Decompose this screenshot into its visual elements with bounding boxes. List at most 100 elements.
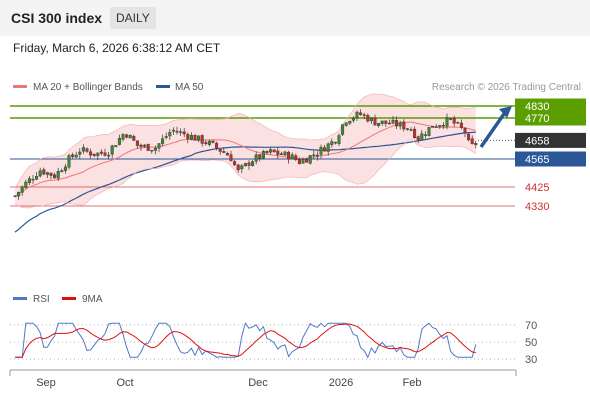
legend-swatch-9ma <box>62 297 76 300</box>
candle <box>13 195 17 198</box>
candle <box>413 126 417 139</box>
candle <box>211 140 215 144</box>
level-tag-4770 <box>515 110 586 126</box>
candle <box>215 141 219 151</box>
rsi-tick-label-30: 30 <box>525 354 537 366</box>
candle <box>197 135 201 143</box>
candle <box>189 132 193 141</box>
candle <box>355 110 359 121</box>
candle <box>110 144 114 158</box>
legend-swatch-ma20 <box>13 85 27 88</box>
rsi-line <box>15 322 477 359</box>
candle <box>405 128 409 131</box>
candle <box>168 128 172 141</box>
candle <box>391 115 395 125</box>
candle <box>78 148 82 159</box>
candle <box>81 144 85 154</box>
x-tick-label-Dec: Dec <box>248 377 268 389</box>
x-axis: Sep Oct Dec 2026 Feb <box>9 369 517 389</box>
candle <box>67 153 71 170</box>
forecast-arrow-head <box>499 106 512 118</box>
candle <box>398 120 402 130</box>
candle <box>459 119 463 130</box>
candle <box>96 152 100 161</box>
chart-credit: Research © 2026 Trading Central <box>432 82 581 93</box>
candle <box>294 153 298 162</box>
candle <box>452 115 456 127</box>
legend-label-ma50: MA 50 <box>175 82 204 93</box>
candle <box>117 134 121 146</box>
candle <box>89 148 93 159</box>
candle <box>416 135 420 144</box>
candle <box>330 138 334 148</box>
candle <box>161 134 165 147</box>
candle <box>31 174 35 184</box>
candle <box>254 151 258 165</box>
candle <box>153 145 157 155</box>
timeframe-badge[interactable]: DAILY <box>110 7 156 29</box>
candle <box>200 134 204 147</box>
x-tick-label-2026: 2026 <box>329 377 353 389</box>
candle <box>63 163 67 174</box>
candle <box>369 116 373 125</box>
candle <box>409 127 413 132</box>
candle <box>402 119 406 132</box>
candle <box>395 116 399 130</box>
candle <box>74 151 78 158</box>
candle <box>20 185 24 196</box>
candle <box>359 109 363 116</box>
candle <box>319 144 323 159</box>
candles-layer <box>13 109 478 200</box>
level-label-4770: 4770 <box>525 113 549 125</box>
candle <box>283 150 287 157</box>
candle <box>427 127 431 137</box>
candle <box>290 152 294 160</box>
candle <box>366 113 370 123</box>
candle <box>128 134 132 139</box>
candle <box>258 153 262 162</box>
candle <box>175 126 179 135</box>
legend-label-ma20: MA 20 + Bollinger Bands <box>33 82 143 93</box>
candle <box>243 162 247 167</box>
candle <box>233 159 237 166</box>
candle <box>308 154 312 165</box>
legend-label-9ma: 9MA <box>82 294 103 305</box>
timestamp: Friday, March 6, 2026 6:38:12 AM CET <box>13 41 221 55</box>
candle <box>301 157 305 164</box>
candle <box>305 157 309 163</box>
candle <box>204 139 208 146</box>
candle <box>38 167 42 178</box>
candle <box>312 150 316 159</box>
rsi-tick-label-50: 50 <box>525 337 537 349</box>
candle <box>182 127 186 138</box>
candle <box>150 149 154 154</box>
x-tick-label-Oct: Oct <box>116 377 133 389</box>
candle <box>326 142 330 156</box>
candle <box>438 124 442 130</box>
candle <box>164 132 168 140</box>
candle <box>380 120 384 126</box>
candle <box>207 139 211 147</box>
level-tag-4658 <box>515 132 586 148</box>
candle <box>315 151 319 161</box>
bollinger-bands-layer <box>15 94 476 208</box>
candle <box>125 133 129 139</box>
candle <box>92 153 96 158</box>
candle <box>297 157 301 165</box>
candle <box>265 150 269 155</box>
rsi-tick-label-70: 70 <box>525 320 537 332</box>
candle <box>53 172 57 179</box>
candle <box>373 114 377 126</box>
candle <box>114 145 118 148</box>
candle <box>229 150 233 162</box>
candle <box>287 150 291 164</box>
candle <box>269 147 273 155</box>
candle <box>423 131 427 139</box>
candle <box>103 148 107 157</box>
legend-swatch-rsi <box>13 297 27 300</box>
candle <box>470 135 474 145</box>
rsi-layer: 70 50 30 <box>10 320 537 366</box>
candle <box>279 151 283 156</box>
candle <box>179 128 183 136</box>
candle <box>323 144 327 152</box>
